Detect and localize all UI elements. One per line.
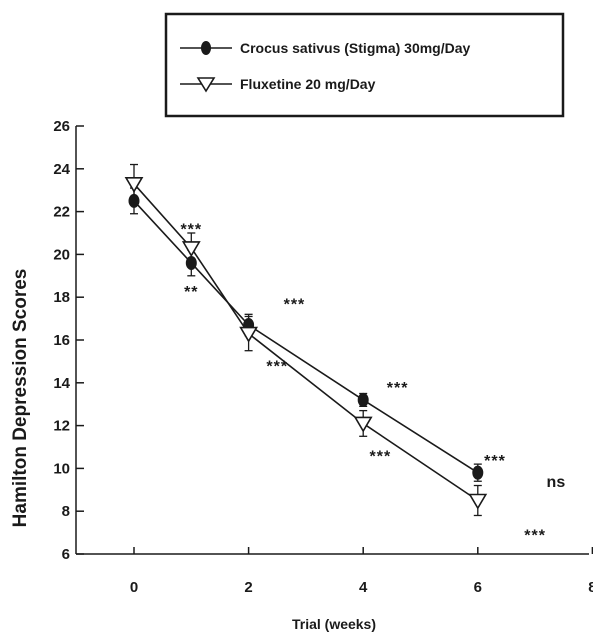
x-tick-label: 8	[588, 579, 593, 596]
data-point-triangle	[124, 176, 144, 193]
annotation-significance: ***	[524, 528, 546, 545]
legend-item-2: Fluxetine 20 mg/Day	[180, 76, 376, 93]
annotation-layer: ***************** ***ns***	[180, 222, 565, 545]
y-tick-label: 12	[53, 418, 70, 435]
y-axis-title: Hamilton Depression Scores	[10, 269, 31, 528]
legend: Crocus sativus (Stigma) 30mg/Day Fluxetin…	[164, 12, 565, 118]
y-tick-label: 6	[62, 546, 70, 563]
x-tick-label: 4	[359, 579, 368, 596]
annotation-significance: **	[184, 284, 198, 301]
x-tick-label: 2	[244, 579, 252, 596]
legend-box	[164, 12, 565, 118]
annotation-significance: ***	[370, 449, 392, 466]
data-point-triangle	[353, 416, 373, 433]
y-tick-label: 24	[53, 161, 70, 178]
annotation-significance: ***	[387, 380, 409, 397]
data-point-circle	[357, 392, 369, 407]
data-point-circle	[472, 465, 484, 480]
legend-marker-circle	[201, 41, 211, 55]
annotation-significance: ***	[484, 453, 506, 470]
series-layer	[124, 163, 488, 517]
annotation-significance: ***	[284, 297, 306, 314]
x-tick-label: 0	[130, 579, 138, 596]
y-tick-label: 14	[53, 375, 70, 392]
legend-label: Fluxetine 20 mg/Day	[240, 76, 376, 92]
legend-label: Crocus sativus (Stigma) 30mg/Day	[240, 40, 471, 56]
y-tick-label: 18	[53, 289, 70, 306]
series-2	[124, 163, 488, 517]
data-point-triangle	[239, 326, 258, 343]
y-tick-label: 20	[53, 246, 70, 263]
annotation-significance: ***	[180, 222, 202, 239]
annotation-ns: ns	[547, 474, 566, 491]
x-tick-label: 6	[474, 579, 482, 596]
x-axis-title: Trial (weeks)	[292, 616, 376, 632]
annotation-significance: ***	[266, 359, 288, 376]
data-point-triangle	[468, 493, 488, 510]
y-tick-label: 16	[53, 332, 70, 349]
legend-marker-triangle	[196, 77, 216, 93]
legend-item-1: Crocus sativus (Stigma) 30mg/Day	[180, 40, 471, 56]
data-point-triangle	[181, 241, 201, 258]
y-tick-label: 22	[53, 204, 70, 221]
y-tick-label: 8	[62, 503, 70, 520]
y-tick-label: 26	[53, 118, 70, 135]
y-tick-label: 10	[53, 460, 70, 477]
